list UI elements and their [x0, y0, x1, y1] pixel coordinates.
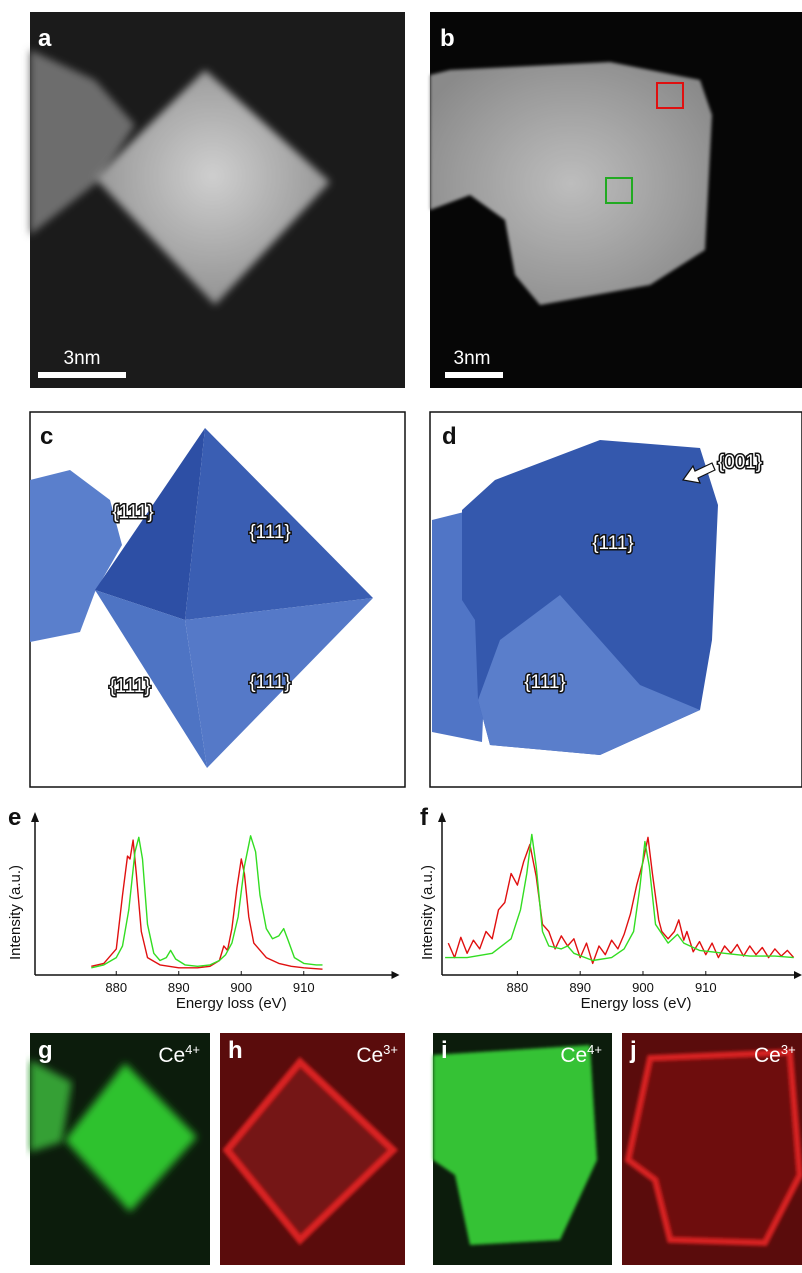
- particle: [95, 70, 330, 305]
- scale-bar-label: 3nm: [454, 348, 491, 369]
- facet-label: {111}: [109, 676, 151, 697]
- x-tick-label: 880: [507, 980, 529, 995]
- panel-label: c: [40, 423, 53, 450]
- particle: [430, 62, 712, 305]
- y-axis-label: Intensity (a.u.): [419, 865, 436, 960]
- scale-bar: [38, 372, 126, 378]
- charge: 4+: [587, 1042, 602, 1057]
- charge: 3+: [383, 1042, 398, 1057]
- panel-label: d: [442, 423, 457, 450]
- roi-box-green: [605, 177, 633, 204]
- ion-label: Ce4+: [158, 1042, 200, 1067]
- spectrum-line: [445, 833, 794, 962]
- facet-label: {111}: [592, 533, 634, 554]
- x-tick-label: 890: [569, 980, 591, 995]
- panel-label: a: [38, 25, 52, 52]
- x-tick-label: 900: [632, 980, 654, 995]
- x-axis-label: Energy loss (eV): [581, 995, 692, 1012]
- panel-g: g Ce4+: [30, 1033, 210, 1265]
- panel-label: e: [8, 804, 21, 831]
- ion-label: Ce3+: [356, 1042, 398, 1067]
- neck: [30, 470, 122, 642]
- map-region: [222, 1056, 399, 1246]
- axis-arrow: [391, 971, 400, 979]
- element: Ce: [356, 1044, 383, 1067]
- x-tick-label: 880: [105, 980, 127, 995]
- x-tick-label: 910: [293, 980, 315, 995]
- facet: [478, 595, 700, 755]
- particle: [30, 50, 135, 235]
- scale-bar-label: 3nm: [64, 348, 101, 369]
- spectrum-line: [447, 836, 795, 965]
- map-region: [30, 1060, 72, 1152]
- facet-annotation: {001}: [718, 452, 762, 473]
- roi-box-red: [656, 82, 684, 109]
- panel-i: i Ce4+: [433, 1033, 612, 1265]
- panel-b: 3nm b: [430, 12, 802, 388]
- panel-d: {111} {111} {001} d: [429, 411, 802, 788]
- y-axis-label: Intensity (a.u.): [7, 865, 24, 960]
- element: Ce: [158, 1044, 185, 1067]
- x-tick-label: 890: [168, 980, 190, 995]
- ion-label: Ce3+: [754, 1042, 796, 1067]
- map-region: [65, 1063, 197, 1212]
- scale-bar: [445, 372, 503, 378]
- map-region: [433, 1045, 597, 1245]
- facet-label: {111}: [249, 522, 291, 543]
- panel-label: h: [228, 1037, 243, 1064]
- map-region: [624, 1048, 802, 1247]
- axis-arrow: [794, 971, 802, 979]
- panel-j: j Ce3+: [622, 1033, 802, 1265]
- charge: 4+: [185, 1042, 200, 1057]
- x-tick-label: 910: [695, 980, 717, 995]
- facet: [95, 428, 205, 620]
- panel-label: i: [441, 1037, 448, 1064]
- panel-label: f: [420, 804, 429, 831]
- facet-label: {111}: [112, 502, 154, 523]
- panel-label: b: [440, 25, 455, 52]
- axis-arrow: [31, 812, 39, 822]
- facet-label: {111}: [524, 672, 566, 693]
- spectrum-line: [91, 839, 323, 970]
- charge: 3+: [781, 1042, 796, 1057]
- panel-label: j: [629, 1037, 637, 1064]
- spectrum-line: [91, 835, 323, 969]
- panel-label: g: [38, 1037, 53, 1064]
- x-tick-label: 900: [230, 980, 252, 995]
- ion-label: Ce4+: [560, 1042, 602, 1067]
- element: Ce: [754, 1044, 781, 1067]
- facet: [95, 590, 207, 768]
- panel-a: 3nm a: [30, 12, 405, 388]
- axis-arrow: [438, 812, 446, 822]
- panel-c: {111} {111} {111} {111} c: [29, 411, 406, 788]
- chart: 880 890 900 910 Energy loss (eV) Intensity (a…: [7, 804, 400, 1012]
- facet-label: {111}: [249, 672, 291, 693]
- facet: [185, 428, 373, 620]
- element: Ce: [560, 1044, 587, 1067]
- panel-h: h Ce3+: [220, 1033, 405, 1265]
- x-axis-label: Energy loss (eV): [176, 995, 287, 1012]
- arrow: [681, 462, 716, 484]
- facet: [185, 598, 373, 768]
